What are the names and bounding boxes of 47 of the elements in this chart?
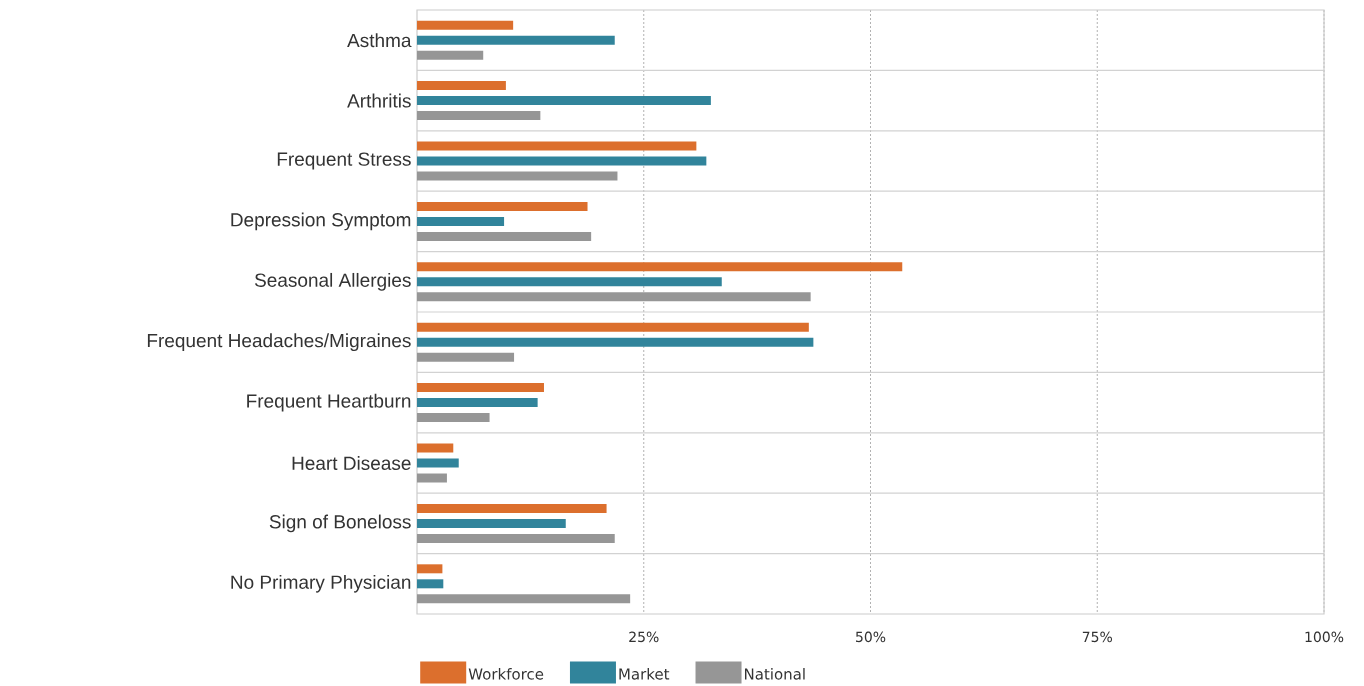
legend-label: Market: [619, 668, 670, 680]
x-tick-label: 50%: [856, 631, 886, 643]
bar: [417, 504, 607, 514]
bar: [417, 232, 592, 242]
bar: [417, 594, 631, 604]
bar: [417, 156, 707, 166]
x-tick-label: 25%: [629, 631, 659, 643]
bar: [417, 292, 811, 302]
bar: [417, 458, 459, 468]
bar: [417, 141, 697, 151]
bar: [417, 111, 541, 121]
y-tick-label: Depression Symptom: [231, 212, 411, 231]
bar: [417, 262, 903, 272]
x-tick-label: 100%: [1305, 631, 1344, 643]
bar: [417, 50, 484, 60]
y-tick-label: Seasonal Allergies: [254, 273, 411, 291]
x-tick-label: 75%: [1082, 631, 1113, 643]
bar: [417, 443, 454, 453]
bar: [417, 534, 615, 544]
bar: [417, 383, 544, 393]
bar: [417, 519, 566, 529]
bar: [417, 96, 711, 106]
y-tick-label: Asthma: [347, 33, 412, 48]
y-tick-label: Frequent Heartburn: [247, 394, 411, 412]
bar: [417, 564, 443, 574]
bar: [417, 20, 514, 30]
bar: [417, 322, 809, 332]
y-tick-label: Sign of Boneloss: [269, 514, 411, 533]
y-tick-label: Heart Disease: [292, 456, 411, 471]
y-tick-label: No Primary Physician: [231, 575, 411, 593]
legend-label: National: [744, 668, 805, 680]
legend-label: Workforce: [468, 668, 544, 680]
bar: [417, 202, 588, 212]
bar: [417, 473, 447, 483]
bar: [417, 413, 490, 423]
bar: [417, 398, 538, 408]
bar: [417, 337, 814, 347]
bar: [417, 81, 506, 91]
bar: [417, 35, 615, 45]
y-tick-label: Frequent Stress: [277, 152, 411, 170]
bar: [417, 579, 444, 589]
y-tick-label: Arthritis: [347, 93, 411, 108]
bar: [417, 352, 515, 362]
bar: [417, 277, 722, 287]
y-tick-label: Frequent Headaches/Migraines: [147, 333, 411, 352]
bar: [417, 171, 618, 181]
bar: [417, 217, 505, 227]
